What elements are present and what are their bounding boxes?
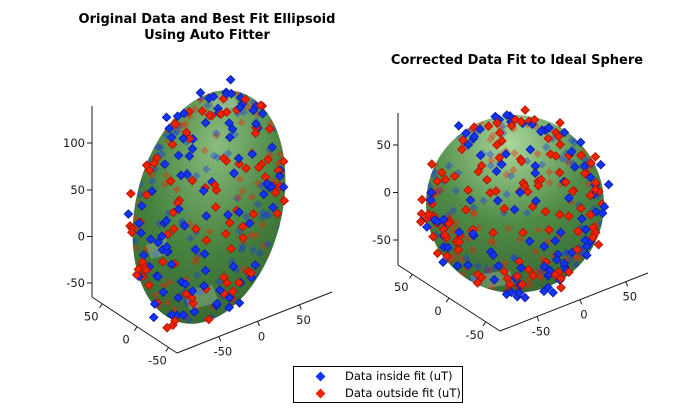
legend: Data inside fit (uT) Data outside fit (u… [293,366,463,403]
y-tick-label: 50 [394,280,409,294]
axes [87,106,333,354]
left-title-line2: Using Auto Fitter [144,28,270,43]
y-tick-label: 0 [434,304,441,318]
legend-item-outside: Data outside fit (uT) [294,385,462,402]
z-tick-label: 100 [63,136,85,150]
x-tick-label: 50 [296,313,311,327]
y-axis-line [91,296,178,354]
z-tick-label: 0 [78,230,85,244]
z-tick-label: -50 [66,276,85,290]
axes [393,113,649,332]
legend-item-outside-label: Data outside fit (uT) [345,386,461,400]
x-tick-label: 0 [258,329,265,343]
x-tick-label: -50 [213,345,232,359]
diamond-marker-red-icon [315,388,326,398]
left-plot: 100 50 0 -50 50 0 -50 -50 0 50 [63,74,333,367]
x-axis-line [499,272,649,332]
x-tick-label: 50 [622,290,637,304]
x-tick-label: -50 [532,325,551,339]
y-tick-label: -50 [148,353,167,367]
left-plot-title: Original Data and Best Fit Ellipsoid Usi… [79,12,336,44]
z-tick-label: 0 [384,186,391,200]
z-tick-label: 50 [70,183,85,197]
diamond-marker-blue-icon [315,371,326,381]
sphere-surface [426,115,604,293]
y-tick-label: 50 [84,310,99,324]
left-title-line1: Original Data and Best Fit Ellipsoid [78,12,336,27]
right-plot: 50 0 -50 50 0 -50 -50 0 50 [372,105,649,342]
z-tick-label: 50 [376,138,391,152]
scatter-front [415,105,614,303]
y-tick-label: 0 [122,333,129,347]
y-tick-label: -50 [465,328,484,342]
z-tick-label: -50 [372,233,391,247]
x-tick-label: 0 [580,308,587,322]
x-axis-line [176,291,333,354]
legend-item-inside: Data inside fit (uT) [294,368,462,385]
scatter-front [123,74,290,333]
right-plot-title: Corrected Data Fit to Ideal Sphere [390,53,644,68]
legend-item-inside-label: Data inside fit (uT) [345,369,453,383]
